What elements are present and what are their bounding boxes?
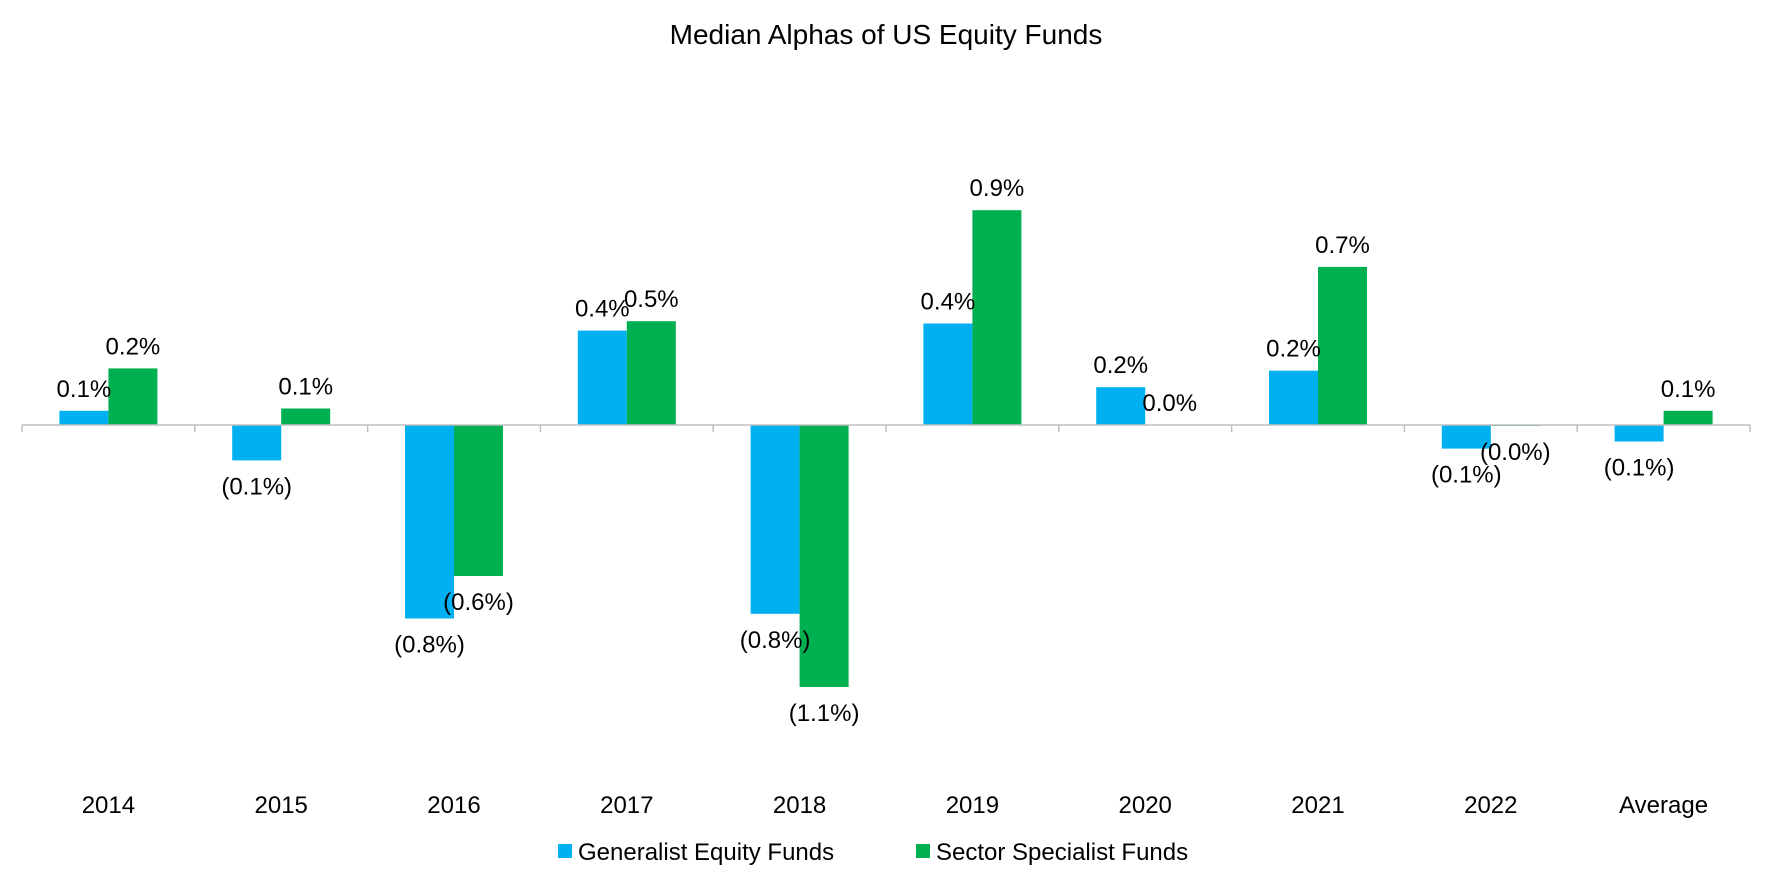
- bar-generalist-equity-funds-2015: [232, 425, 282, 461]
- bar-sector-specialist-funds-2018: [799, 425, 849, 687]
- bar-sector-specialist-funds-2016: [454, 425, 503, 576]
- bar-generalist-equity-funds-2017: [577, 330, 627, 425]
- bar-generalist-equity-funds-2016: [405, 425, 454, 619]
- legend: Generalist Equity Funds Sector Specialist…: [558, 839, 1188, 866]
- data-label-sector-specialist-funds-2020: 0.0%: [1142, 390, 1197, 417]
- bar-generalist-equity-funds-2018: [750, 425, 800, 614]
- x-tick-label-2019: 2019: [946, 792, 999, 819]
- bars-group: [59, 210, 1713, 687]
- bar-sector-specialist-funds-2014: [108, 368, 158, 425]
- legend-label-sector-specialist-funds: Sector Specialist Funds: [936, 839, 1188, 866]
- data-label-generalist-equity-funds-2022: (0.1%): [1431, 462, 1502, 489]
- bar-generalist-equity-funds-2021: [1269, 370, 1318, 425]
- x-tick-labels-group: 2014 2015 2016 2017 2018 2019 2020 2021 2022 Aver…: [82, 792, 1708, 819]
- chart-title: Median Alphas of US Equity Funds: [670, 19, 1103, 50]
- data-label-generalist-equity-funds-average: (0.1%): [1604, 455, 1675, 482]
- bar-sector-specialist-funds-2015: [281, 408, 331, 425]
- data-label-generalist-equity-funds-2017: 0.4%: [575, 296, 630, 323]
- bar-generalist-equity-funds-2020: [1096, 387, 1146, 425]
- bar-generalist-equity-funds-average: [1614, 425, 1664, 442]
- data-label-generalist-equity-funds-2021: 0.2%: [1266, 336, 1321, 363]
- bar-generalist-equity-funds-2019: [923, 323, 973, 425]
- x-tick-label-2016: 2016: [427, 792, 480, 819]
- legend-swatch-generalist-equity-funds: [558, 844, 572, 858]
- bar-sector-specialist-funds-2017: [626, 321, 676, 425]
- data-label-sector-specialist-funds-2018: (1.1%): [789, 700, 860, 727]
- bar-sector-specialist-funds-2019: [972, 210, 1022, 425]
- data-label-sector-specialist-funds-average: 0.1%: [1661, 376, 1716, 403]
- data-label-generalist-equity-funds-2019: 0.4%: [921, 289, 976, 316]
- x-tick-label-2017: 2017: [600, 792, 653, 819]
- data-label-sector-specialist-funds-2021: 0.7%: [1315, 232, 1370, 259]
- bar-sector-specialist-funds-average: [1663, 410, 1713, 425]
- bar-generalist-equity-funds-2022: [1441, 425, 1491, 449]
- data-label-sector-specialist-funds-2017: 0.5%: [624, 286, 679, 313]
- x-tick-label-2021: 2021: [1291, 792, 1344, 819]
- data-label-sector-specialist-funds-2016: (0.6%): [443, 589, 514, 616]
- x-axis: [21, 424, 1751, 432]
- bar-generalist-equity-funds-2014: [59, 410, 109, 425]
- data-label-generalist-equity-funds-2020: 0.2%: [1093, 352, 1148, 379]
- x-tick-label-2018: 2018: [773, 792, 826, 819]
- legend-label-generalist-equity-funds: Generalist Equity Funds: [578, 839, 834, 866]
- legend-swatch-sector-specialist-funds: [916, 844, 930, 858]
- bar-sector-specialist-funds-2021: [1318, 266, 1367, 425]
- data-label-generalist-equity-funds-2014: 0.1%: [57, 376, 112, 403]
- x-tick-label-2020: 2020: [1119, 792, 1172, 819]
- x-tick-label-2014: 2014: [82, 792, 135, 819]
- data-labels-group: 0.1%0.2%(0.1%)0.1%(0.8%)(0.6%)0.4%0.5%(0…: [57, 175, 1716, 727]
- data-label-generalist-equity-funds-2015: (0.1%): [221, 473, 292, 500]
- data-label-sector-specialist-funds-2015: 0.1%: [278, 374, 333, 401]
- data-label-generalist-equity-funds-2018: (0.8%): [740, 627, 811, 654]
- x-tick-label-2015: 2015: [255, 792, 308, 819]
- data-label-sector-specialist-funds-2022: (0.0%): [1480, 439, 1551, 466]
- data-label-generalist-equity-funds-2016: (0.8%): [394, 632, 465, 659]
- x-tick-label-2022: 2022: [1464, 792, 1517, 819]
- data-label-sector-specialist-funds-2014: 0.2%: [106, 333, 161, 360]
- data-label-sector-specialist-funds-2019: 0.9%: [970, 175, 1025, 202]
- x-tick-label-average: Average: [1619, 792, 1708, 819]
